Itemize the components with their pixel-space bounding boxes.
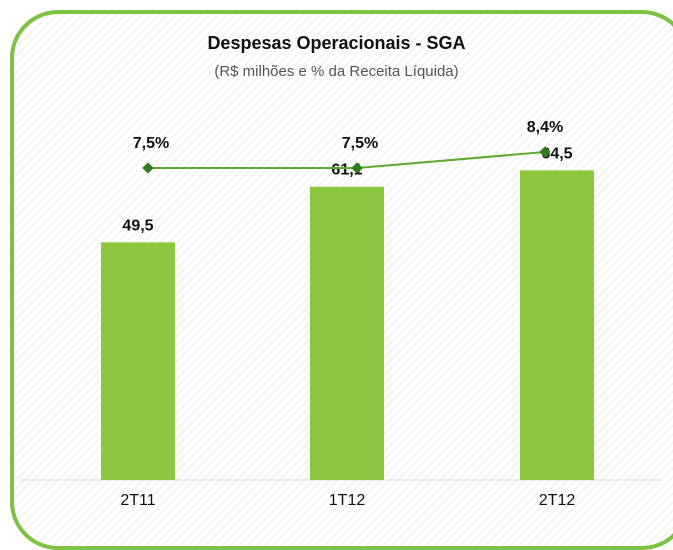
percent-line-series <box>142 146 551 174</box>
percent-value-labels: 7,5% 7,5% 8,4% <box>133 119 563 152</box>
category-labels: 2T11 1T12 2T12 <box>120 492 575 509</box>
percent-marker <box>142 162 154 174</box>
percent-value-label: 7,5% <box>133 135 169 152</box>
percent-marker <box>351 162 363 174</box>
bar-value-label: 49,5 <box>122 217 153 234</box>
chart-title: Despesas Operacionais - SGA <box>207 33 466 53</box>
bar-value-labels: 49,561,164,5 <box>122 145 572 234</box>
percent-value-label: 8,4% <box>527 119 563 136</box>
category-label: 1T12 <box>329 492 366 509</box>
percent-value-label: 7,5% <box>342 135 378 152</box>
bar-2t11 <box>101 242 175 480</box>
bar-1t12 <box>310 186 384 480</box>
chart-plot-area: 49,561,164,5 7,5% 7,5% 8,4% 2T11 1T12 2T12 <box>20 119 660 509</box>
chart-subtitle: (R$ milhões e % da Receita Líquida) <box>214 63 459 80</box>
category-label: 2T12 <box>539 492 576 509</box>
category-label: 2T11 <box>120 492 155 509</box>
bar-value-label: 64,5 <box>541 145 572 162</box>
percent-marker <box>539 146 551 158</box>
bar-2t12 <box>520 170 594 480</box>
bar-series <box>101 170 594 480</box>
